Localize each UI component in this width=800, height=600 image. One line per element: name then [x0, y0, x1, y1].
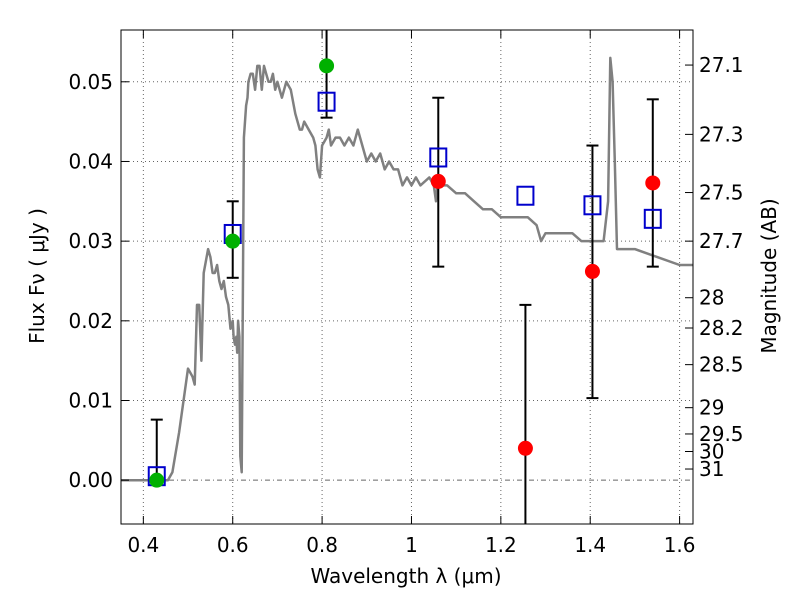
red-point-0: [430, 173, 446, 189]
green-point-1: [225, 233, 241, 249]
y-tick-label-2: 0.02: [68, 309, 113, 333]
y2-tick-label-2: 27.5: [699, 181, 744, 205]
y-axis-ticks: 0.00 0.01 0.02 0.03 0.04 0.05: [68, 70, 129, 492]
model-square-3: [429, 147, 448, 168]
x-tick-label-5: 1.4: [574, 533, 606, 557]
y-tick-label-5: 0.05: [68, 70, 113, 94]
green-point-2: [319, 58, 335, 74]
x-tick-label-0: 0.4: [127, 533, 159, 557]
error-bars: [150, 30, 659, 524]
x-tick-label-2: 0.8: [306, 533, 338, 557]
model-square-5: [583, 195, 602, 216]
red-point-3: [645, 175, 661, 191]
x-tick-label-3: 1: [405, 533, 418, 557]
x-axis-label: Wavelength λ (μm): [310, 564, 501, 588]
red-points: [430, 173, 661, 456]
x-tick-label-6: 1.6: [664, 533, 696, 557]
y2-tick-label-4: 28: [699, 286, 724, 310]
x-tick-label-4: 1.2: [485, 533, 517, 557]
y-axis-label: Flux Fν ( μJy ): [25, 208, 49, 344]
x-axis-ticks: 0.4 0.6 0.8 1 1.2 1.4 1.6: [127, 30, 696, 557]
y-tick-label-3: 0.03: [68, 229, 113, 253]
y2-tick-label-3: 27.7: [699, 229, 744, 253]
x-tick-label-1: 0.6: [217, 533, 249, 557]
model-squares: [147, 91, 662, 487]
model-square-2: [317, 91, 336, 112]
y2-tick-label-8: 29.5: [699, 422, 744, 446]
model-square-4: [516, 185, 535, 206]
y-tick-label-0: 0.00: [68, 468, 113, 492]
red-point-2: [584, 263, 600, 279]
red-point-1: [517, 440, 533, 456]
grid-lines: [121, 30, 693, 524]
y2-tick-label-9: 30: [699, 439, 724, 463]
y-tick-label-4: 0.04: [68, 149, 113, 173]
y2-tick-label-10: 31: [699, 457, 724, 481]
model-square-6: [643, 208, 662, 229]
model-spectrum: [121, 56, 693, 482]
y2-tick-label-5: 28.2: [699, 316, 744, 340]
model-spectrum-line: [121, 56, 693, 482]
y2-tick-label-7: 29: [699, 396, 724, 420]
y2-tick-label-1: 27.3: [699, 122, 744, 146]
y2-axis-label: Magnitude (AB): [757, 198, 781, 353]
y-tick-label-1: 0.01: [68, 389, 113, 413]
y2-tick-label-6: 28.5: [699, 353, 744, 377]
plot-frame: [120, 29, 694, 525]
y2-tick-label-0: 27.1: [699, 53, 744, 77]
green-points: [149, 58, 335, 488]
green-point-0: [149, 472, 165, 488]
